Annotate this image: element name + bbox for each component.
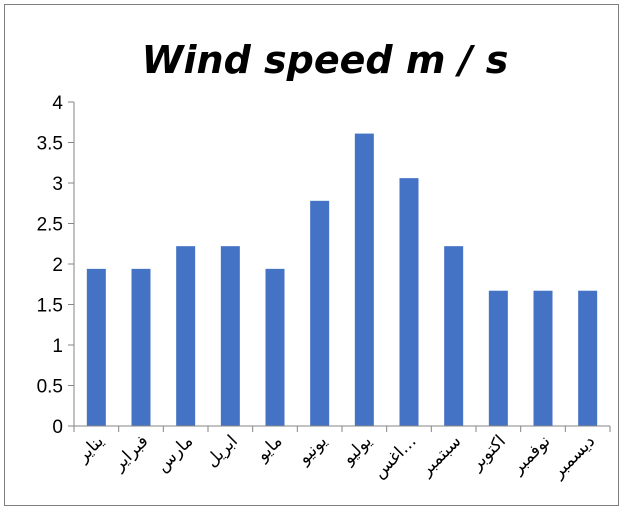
bar [488, 290, 508, 426]
y-tick-label: 3.5 [37, 134, 63, 155]
x-tick-label: مايو [252, 431, 287, 466]
y-tick-label: 4 [52, 93, 63, 114]
bar [265, 268, 285, 426]
y-tick-label: 0 [52, 417, 63, 438]
y-tick-label: 2.5 [37, 215, 63, 236]
bar [533, 290, 553, 426]
x-axis: يناير فبراير مارس ابريل مايو يونيو يوليواغس…سب… [72, 425, 611, 483]
x-tick-label: مارس [152, 431, 197, 476]
bar [220, 246, 240, 426]
y-tick-label: 0.5 [37, 377, 63, 398]
x-tick-label: اغس… [369, 431, 420, 482]
y-tick-label: 1 [52, 336, 63, 357]
x-tick-label: يناير [72, 431, 108, 467]
x-tick-label: ابريل [202, 431, 242, 471]
bar [176, 246, 196, 426]
x-tick-label: يوليو [338, 431, 376, 469]
y-tick-label: 2 [52, 255, 63, 276]
bar [131, 268, 151, 426]
y-tick-label: 1.5 [37, 296, 63, 317]
bar [578, 290, 598, 426]
x-tick-label: اكتوبر [466, 431, 510, 475]
x-tick-label: يونيو [294, 431, 332, 469]
bar [86, 268, 106, 426]
bars [86, 133, 598, 426]
chart-title: Wind speed m / s [142, 38, 509, 82]
bar [444, 246, 464, 426]
bar [310, 200, 330, 426]
y-tick-label: 3 [52, 174, 63, 195]
y-axis: 0 0.5 1 1.5 2 2.5 3 3.5 4 [37, 93, 75, 438]
bar [399, 178, 419, 426]
bar [354, 133, 374, 426]
x-tick-label: فبراير [108, 431, 152, 475]
x-tick-label: ديسمبر [548, 431, 599, 482]
x-tick-label: سبتمبر [416, 431, 465, 480]
x-tick-label: نوفمبر [507, 431, 554, 478]
